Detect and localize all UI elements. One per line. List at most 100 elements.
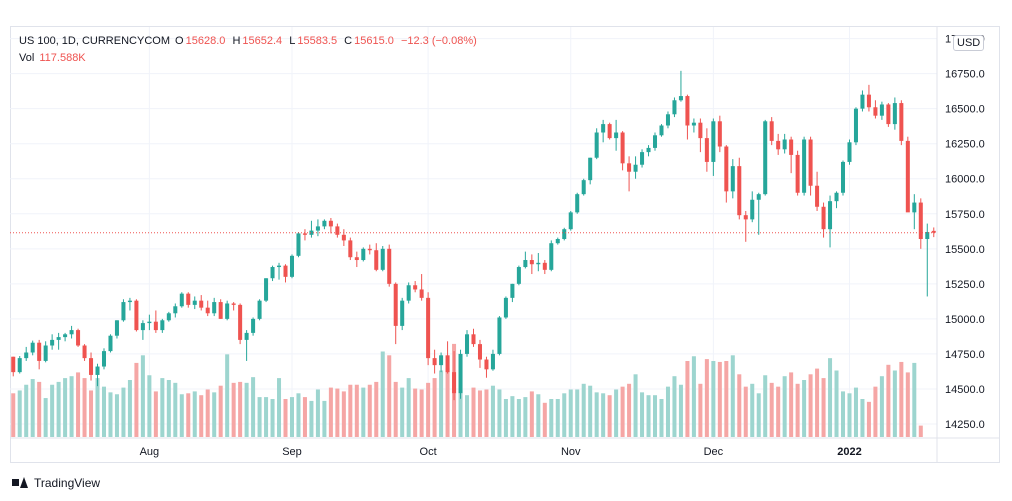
candle[interactable]: [711, 118, 716, 176]
candle[interactable]: [179, 292, 184, 308]
candle[interactable]: [691, 118, 696, 133]
candle[interactable]: [912, 194, 917, 230]
candle[interactable]: [575, 192, 580, 214]
candle[interactable]: [400, 297, 405, 331]
candle[interactable]: [186, 292, 191, 308]
candle[interactable]: [439, 352, 444, 373]
candle[interactable]: [886, 103, 891, 127]
candle[interactable]: [620, 131, 625, 171]
candle[interactable]: [536, 253, 541, 272]
candle[interactable]: [633, 156, 638, 179]
candle[interactable]: [11, 356, 16, 377]
candle[interactable]: [873, 100, 878, 119]
candle[interactable]: [17, 356, 22, 374]
candle[interactable]: [160, 318, 165, 333]
candle[interactable]: [782, 133, 787, 154]
candle[interactable]: [114, 320, 119, 339]
candle[interactable]: [840, 160, 846, 196]
candle[interactable]: [847, 139, 852, 165]
candle[interactable]: [510, 283, 515, 303]
candle[interactable]: [69, 325, 74, 339]
candle[interactable]: [614, 119, 619, 151]
candle[interactable]: [497, 316, 502, 356]
candle[interactable]: [374, 243, 379, 272]
candle[interactable]: [302, 229, 307, 241]
candle[interactable]: [89, 352, 94, 381]
candle[interactable]: [899, 100, 904, 146]
candle[interactable]: [413, 281, 418, 293]
candle[interactable]: [270, 265, 275, 282]
candle[interactable]: [192, 296, 197, 310]
candle[interactable]: [238, 303, 243, 345]
candle[interactable]: [866, 84, 871, 112]
candle[interactable]: [24, 346, 29, 361]
candle[interactable]: [555, 237, 560, 245]
candle[interactable]: [393, 282, 398, 345]
candle[interactable]: [264, 278, 269, 303]
candle[interactable]: [918, 198, 923, 249]
candle[interactable]: [704, 128, 709, 172]
candle[interactable]: [568, 210, 573, 231]
candle[interactable]: [730, 159, 735, 199]
candle[interactable]: [724, 145, 729, 203]
candle[interactable]: [134, 299, 139, 332]
candle[interactable]: [659, 124, 664, 137]
candle[interactable]: [503, 296, 508, 319]
candle[interactable]: [737, 157, 742, 220]
candle[interactable]: [516, 265, 521, 286]
candle[interactable]: [627, 156, 632, 192]
candle[interactable]: [335, 223, 340, 238]
candle[interactable]: [756, 192, 761, 235]
candle[interactable]: [465, 330, 470, 357]
candle[interactable]: [387, 244, 392, 287]
candle[interactable]: [640, 149, 645, 168]
candle[interactable]: [348, 237, 353, 261]
candle[interactable]: [588, 157, 593, 185]
candle[interactable]: [37, 339, 42, 370]
candle[interactable]: [750, 191, 755, 223]
candle[interactable]: [698, 118, 703, 153]
candle[interactable]: [406, 282, 411, 304]
candle[interactable]: [523, 251, 528, 269]
candle[interactable]: [490, 349, 495, 371]
candle[interactable]: [380, 246, 385, 272]
candle[interactable]: [717, 115, 722, 153]
candle[interactable]: [892, 97, 897, 130]
candle[interactable]: [322, 219, 327, 230]
candle[interactable]: [763, 119, 768, 196]
candle[interactable]: [147, 314, 152, 331]
candle[interactable]: [231, 302, 236, 311]
candle[interactable]: [419, 274, 424, 301]
candle[interactable]: [289, 254, 294, 279]
volume-label[interactable]: Vol: [19, 52, 35, 64]
candle[interactable]: [594, 128, 599, 160]
candle[interactable]: [549, 240, 554, 272]
candle[interactable]: [646, 145, 651, 157]
candle[interactable]: [834, 191, 839, 209]
candle[interactable]: [328, 217, 333, 234]
candle[interactable]: [63, 332, 68, 342]
candle[interactable]: [879, 101, 884, 120]
candle[interactable]: [50, 334, 55, 350]
candle[interactable]: [257, 299, 262, 321]
currency-badge[interactable]: USD: [953, 35, 985, 51]
candle[interactable]: [218, 299, 223, 319]
candle[interactable]: [776, 133, 781, 155]
candle[interactable]: [743, 210, 748, 242]
candle[interactable]: [309, 220, 314, 238]
candle[interactable]: [789, 136, 794, 174]
candle[interactable]: [283, 264, 288, 283]
candle[interactable]: [341, 229, 346, 247]
candle[interactable]: [426, 292, 431, 366]
symbol-label[interactable]: US 100, 1D, CURRENCYCOM: [19, 35, 170, 47]
candle[interactable]: [244, 330, 249, 361]
candle[interactable]: [925, 223, 930, 297]
candle[interactable]: [672, 97, 677, 118]
candle[interactable]: [477, 339, 482, 368]
candle[interactable]: [76, 328, 81, 347]
candle[interactable]: [367, 244, 372, 255]
candle[interactable]: [769, 117, 774, 146]
candle[interactable]: [445, 341, 450, 374]
candle[interactable]: [354, 251, 359, 268]
candle[interactable]: [802, 136, 807, 196]
